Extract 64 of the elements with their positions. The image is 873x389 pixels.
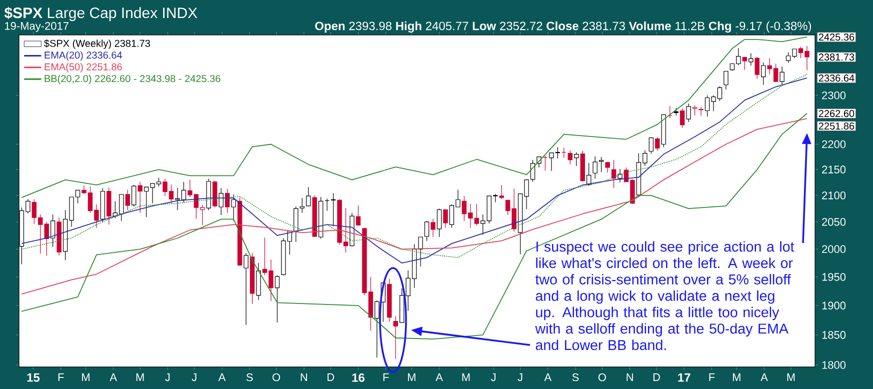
y-tick-label: 1900 [822,302,846,310]
y-tick-label: 2100 [822,192,846,200]
line-series [21,112,808,340]
annotation: 2262.60 [818,110,854,118]
x-tick-label: M [136,373,144,381]
annotation: I suspect we could see price action a lot like what's circled on the left. A week or two of crisis-sentiment over a 5% selloff and a long wick to validate a next leg up. Although that fits a little too nicely with a selloff ending at the 50-day EMA and Lower BB band. [535,241,794,350]
y-tick-label: 2050 [822,218,846,226]
candlestick [256,262,261,300]
x-tick-label: D [653,373,660,381]
candlestick [106,187,112,225]
x-tick-label: J [192,373,196,382]
candlestick [780,66,784,85]
candlestick [611,160,616,188]
y-tick-label: 1800 [822,361,846,369]
candlestick [374,300,380,358]
x-tick-label: F [383,373,389,381]
x-tick-label: M [732,373,740,381]
x-tick-label: 15 [27,373,40,382]
y-tick-label: 2000 [822,245,846,254]
annotation: 2381.73 [818,54,854,61]
x-tick-label: M [462,373,470,381]
x-tick-label: O [272,373,280,382]
chart-subtitle: 19-May-2017 [5,22,68,32]
x-tick-label: F [709,373,715,381]
x-tick-label: 17 [678,373,690,382]
x-tick-label: M [408,373,416,381]
x-tick-label: S [572,373,579,382]
x-tick-label: S [246,373,253,382]
annotation: 2251.86 [818,122,854,130]
x-tick-label: A [110,373,118,381]
x-tick-label: D [328,373,334,381]
x-tick-label: A [436,373,443,381]
x-tick-label: M [787,373,795,381]
y-tick-label: 1850 [822,331,846,339]
candlestick [56,217,62,256]
annotation: 2425.36 [818,34,854,41]
text: Open 2393.98 High 2405.77 Low 2352.72 Close 2381.73 Volume 11.2B Chg -9.17 (-0.38%) [315,21,812,33]
y-tick-label: 1950 [822,273,846,281]
candlestick [618,168,622,183]
x-tick-label: A [218,373,226,381]
legend-label: EMA(20) 2336.64 [44,51,122,61]
line-series [21,36,808,198]
x-tick-label: O [598,373,606,382]
x-tick-label: M [82,373,90,381]
annotation: 2336.64 [818,74,854,82]
y-tick-label: 2300 [822,91,846,100]
y-tick-label: 2200 [822,140,846,148]
y-tick-label: 2150 [822,166,846,174]
x-tick-label: J [518,373,522,382]
x-tick-label: A [760,373,768,381]
chart-title: $SPX Large Cap Index INDX [4,6,198,22]
legend-label: $SPX (Weekly) 2381.73 [44,39,150,49]
legend-label: BB(20,2.0) 2262.60 - 2343.98 - 2425.36 [44,74,220,84]
x-tick-label: N [300,373,307,381]
x-tick-label: 16 [352,373,364,382]
candlestick [350,212,354,246]
x-tick-label: A [544,373,552,381]
x-tick-label: J [491,373,496,382]
candlestick [430,218,436,238]
x-tick-label: N [626,373,633,381]
candlestick [244,252,248,326]
x-tick-label: J [165,373,170,382]
legend-label: EMA(50) 2251.86 [44,63,122,72]
x-tick-label: F [58,373,64,381]
